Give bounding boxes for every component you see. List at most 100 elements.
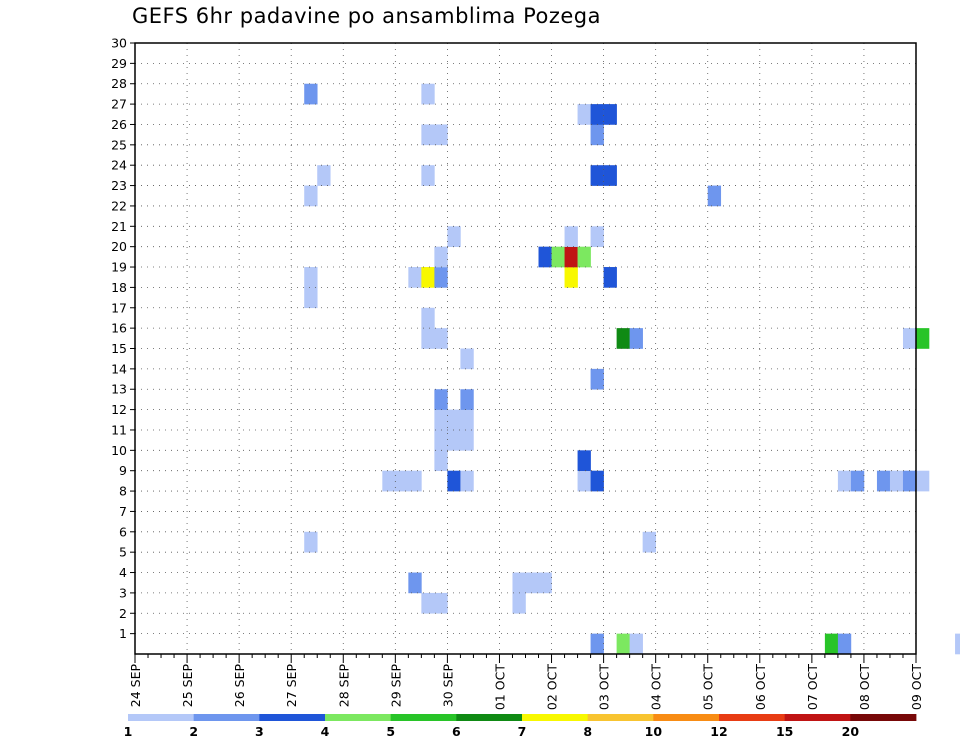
x-tick-label: 07 OCT (805, 664, 820, 710)
heat-cell (577, 246, 591, 268)
x-tick-label: 08 OCT (857, 664, 872, 710)
colorbar-swatch (587, 714, 654, 721)
y-tick-label: 18 (111, 280, 127, 295)
heat-cell (525, 572, 539, 594)
heat-cell (538, 246, 552, 268)
heat-cell (590, 470, 604, 492)
heat-cell (434, 429, 448, 451)
heat-cell (434, 389, 448, 410)
y-tick-label: 15 (111, 341, 127, 356)
heat-cell (902, 470, 917, 492)
x-tick-label: 06 OCT (753, 664, 768, 710)
y-tick-label: 26 (111, 117, 127, 132)
colorbar-label: 1 (124, 724, 133, 739)
heat-cell (447, 409, 461, 431)
grid-layer (135, 42, 916, 654)
heat-cell (577, 104, 591, 125)
x-tick-label: 27 SEP (284, 664, 299, 708)
heat-cell (434, 246, 448, 268)
chart-title: GEFS 6hr padavine po ansamblima Pozega (132, 4, 602, 28)
x-tick-label: 02 OCT (545, 664, 560, 710)
heat-cell (850, 470, 865, 492)
heat-cell (512, 592, 526, 614)
heat-cell (616, 328, 630, 349)
heat-cell (876, 470, 891, 492)
heat-cell (590, 226, 604, 247)
heat-cell (460, 409, 474, 431)
heat-cell (408, 267, 422, 288)
heat-cell (603, 165, 617, 186)
cells-layer (304, 83, 960, 655)
colorbar-label: 15 (776, 724, 793, 739)
x-tick-label: 05 OCT (701, 664, 716, 710)
heat-cell (577, 470, 591, 492)
heat-cell (460, 470, 474, 492)
colorbar-swatch (128, 714, 195, 721)
heat-cell (603, 104, 617, 125)
y-tick-label: 4 (119, 565, 127, 580)
colorbar-swatch (456, 714, 523, 721)
y-tick-label: 27 (111, 97, 127, 112)
y-tick-label: 11 (111, 422, 127, 437)
x-tick-label: 28 SEP (336, 664, 351, 708)
heat-cell (551, 246, 565, 268)
x-tick-label: 25 SEP (180, 664, 195, 708)
x-tick-label: 29 SEP (388, 664, 403, 708)
y-tick-label: 3 (119, 585, 127, 600)
heat-cell (434, 450, 448, 471)
heat-cell (304, 287, 318, 309)
heat-cell (512, 572, 526, 594)
heat-cell (434, 124, 448, 146)
heat-cell (460, 348, 474, 370)
x-tick-label: 24 SEP (128, 664, 143, 708)
heat-cell (902, 328, 917, 349)
heat-cell (603, 267, 617, 288)
y-tick-label: 25 (111, 137, 127, 152)
y-tick-label: 30 (111, 36, 127, 51)
colorbar-label: 5 (386, 724, 395, 739)
colorbar-swatch (522, 714, 589, 721)
heat-cell (577, 450, 591, 471)
heat-cell (642, 531, 656, 553)
y-tick-label: 19 (111, 260, 127, 275)
x-tick-label: 01 OCT (492, 664, 507, 710)
heat-cell (564, 246, 578, 268)
y-tick-label: 2 (119, 606, 127, 621)
y-tick-label: 14 (111, 361, 127, 376)
heat-cell (447, 470, 461, 492)
heat-cell (837, 470, 852, 492)
x-tick-label: 03 OCT (597, 664, 612, 710)
heat-cell (421, 124, 435, 146)
colorbar-label: 7 (518, 724, 527, 739)
colorbar-label: 2 (189, 724, 198, 739)
heat-cell (590, 368, 604, 390)
colorbar-swatch (325, 714, 392, 721)
heat-cell (317, 165, 331, 186)
heat-cell (408, 470, 422, 492)
x-axis: 24 SEP 25 SEP 26 SEP 27 SEP 28 SEP 29 SEP 30 S… (128, 654, 924, 710)
y-tick-label: 21 (111, 219, 127, 234)
heat-cell (304, 267, 318, 288)
heat-cell (395, 470, 409, 492)
colorbar-label: 4 (321, 724, 330, 739)
y-tick-label: 29 (111, 56, 127, 71)
colorbar-label: 10 (645, 724, 663, 739)
colorbar-label: 8 (583, 724, 592, 739)
heat-cell (460, 389, 474, 410)
heat-cell (434, 409, 448, 431)
y-axis: 1234567891011121314151617181920212223242… (111, 36, 135, 641)
y-tick-label: 13 (111, 382, 127, 397)
y-tick-label: 5 (119, 545, 127, 560)
y-tick-label: 7 (119, 504, 127, 519)
colorbar-swatch (193, 714, 260, 721)
y-tick-label: 22 (111, 198, 127, 213)
heat-cell (421, 267, 435, 288)
heat-cell (382, 470, 396, 492)
heat-cell (408, 572, 422, 594)
heat-cell (447, 226, 461, 247)
heat-cell (434, 328, 448, 349)
y-tick-label: 12 (111, 402, 127, 417)
y-tick-label: 9 (119, 463, 127, 478)
heat-cell (421, 592, 435, 614)
heat-cell (447, 429, 461, 451)
